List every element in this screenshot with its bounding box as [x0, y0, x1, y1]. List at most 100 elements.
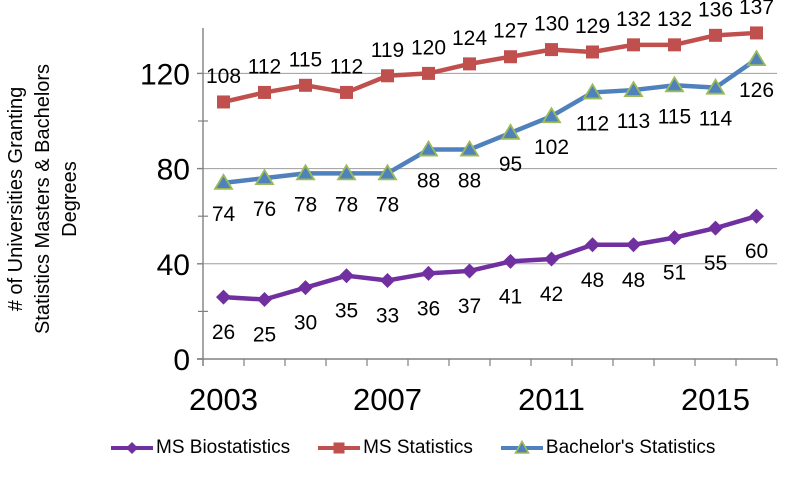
data-label: 136	[698, 0, 733, 21]
data-label: 51	[663, 262, 686, 285]
data-point-marker	[668, 38, 681, 52]
data-point-marker	[380, 272, 395, 288]
legend-marker	[514, 439, 530, 454]
data-label: 137	[739, 0, 774, 19]
y-axis-title-line-1: # of Universities Granting	[5, 86, 27, 312]
data-label: 112	[330, 55, 363, 78]
data-point-marker	[746, 49, 767, 67]
data-point-marker	[258, 85, 271, 99]
y-axis-title-line-3: Degrees	[59, 161, 81, 237]
data-point-marker	[585, 237, 600, 253]
x-tick-label: 2011	[518, 382, 585, 417]
data-point-marker	[626, 237, 641, 253]
data-point-marker	[298, 280, 313, 296]
data-label: 74	[212, 203, 236, 226]
data-point-marker	[750, 26, 763, 40]
data-label: 41	[499, 285, 522, 308]
legend-label: MS Statistics	[363, 437, 473, 458]
data-label: 78	[294, 193, 317, 216]
data-point-marker	[664, 75, 685, 93]
data-label: 130	[534, 13, 569, 36]
data-point-marker	[503, 253, 518, 269]
legend: MS Biostatistics MS Statistics Bachelor's …	[110, 433, 715, 463]
data-label: 48	[581, 269, 604, 292]
legend-diamond-icon	[111, 442, 153, 454]
data-label: 113	[617, 110, 650, 133]
data-point-marker	[213, 173, 234, 190]
data-point-marker	[627, 38, 640, 52]
legend-marker	[333, 442, 345, 454]
series-line-1	[221, 30, 759, 105]
data-point-marker	[667, 230, 682, 246]
data-label: 115	[658, 105, 691, 128]
data-point-marker	[418, 139, 439, 157]
x-tick-label: 2015	[681, 382, 750, 417]
legend-label: MS Biostatistics	[156, 437, 291, 458]
data-point-marker	[708, 220, 723, 236]
y-tick-label: 120	[140, 58, 190, 91]
data-point-marker	[459, 139, 480, 157]
y-axis-title-line-2: Statistics Masters & Bachelors	[32, 63, 54, 335]
data-point-marker	[381, 69, 394, 83]
data-point-marker	[336, 163, 357, 181]
data-point-marker	[257, 292, 272, 307]
data-label: 30	[294, 312, 317, 335]
data-point-marker	[709, 28, 722, 42]
data-point-marker	[705, 77, 726, 95]
data-point-marker	[299, 78, 312, 92]
x-tick-label: 2007	[353, 382, 422, 417]
data-label: 25	[253, 324, 276, 347]
data-label: 26	[212, 321, 235, 344]
data-label: 120	[411, 36, 446, 59]
series-line-2	[221, 56, 759, 186]
series-line-0	[221, 213, 759, 302]
y-axis-title: # of Universities Granting Statistics Ma…	[3, 3, 89, 395]
data-point-marker	[749, 208, 764, 224]
data-label: 129	[575, 15, 610, 38]
y-tick-label: 40	[157, 249, 190, 282]
data-label: 78	[335, 193, 358, 216]
data-label: 126	[739, 79, 774, 102]
data-point-marker	[623, 80, 644, 97]
data-label: 33	[376, 304, 399, 327]
data-label: 112	[576, 112, 609, 135]
data-label: 60	[745, 240, 768, 263]
data-point-marker	[421, 265, 436, 281]
data-point-marker	[295, 163, 316, 181]
data-label: 112	[248, 55, 281, 78]
legend-label: Bachelor's Statistics	[545, 437, 716, 458]
data-point-marker	[216, 289, 231, 305]
data-point-marker	[422, 66, 435, 80]
data-label: 88	[417, 170, 440, 193]
y-tick-label: 0	[173, 344, 190, 377]
data-point-marker	[500, 123, 521, 140]
data-label: 95	[499, 153, 522, 176]
data-label: 108	[206, 65, 241, 88]
legend-marker	[126, 442, 138, 454]
data-point-marker	[541, 106, 562, 124]
data-label: 115	[289, 48, 322, 71]
data-label: 55	[704, 252, 727, 275]
data-label: 119	[371, 39, 404, 62]
data-label: 124	[452, 27, 487, 50]
legend-square-icon	[318, 442, 361, 454]
data-point-marker	[544, 251, 559, 267]
data-label: 88	[458, 170, 481, 193]
legend-entry-0: MS Biostatistics	[110, 437, 290, 459]
data-label: 36	[417, 297, 440, 320]
data-label: 37	[458, 295, 481, 318]
legend-entry-2: Bachelor's Statistics	[500, 437, 715, 459]
data-label: 127	[493, 20, 528, 43]
data-point-marker	[586, 45, 599, 59]
data-point-marker	[339, 268, 354, 284]
data-label: 76	[253, 198, 276, 221]
legend-entry-1: MS Statistics	[317, 437, 473, 459]
data-label: 48	[622, 269, 645, 292]
data-point-marker	[463, 57, 476, 71]
x-tick-label: 2003	[189, 382, 258, 417]
data-point-marker	[217, 95, 230, 109]
data-label: 132	[616, 8, 651, 31]
data-point-marker	[462, 263, 477, 279]
